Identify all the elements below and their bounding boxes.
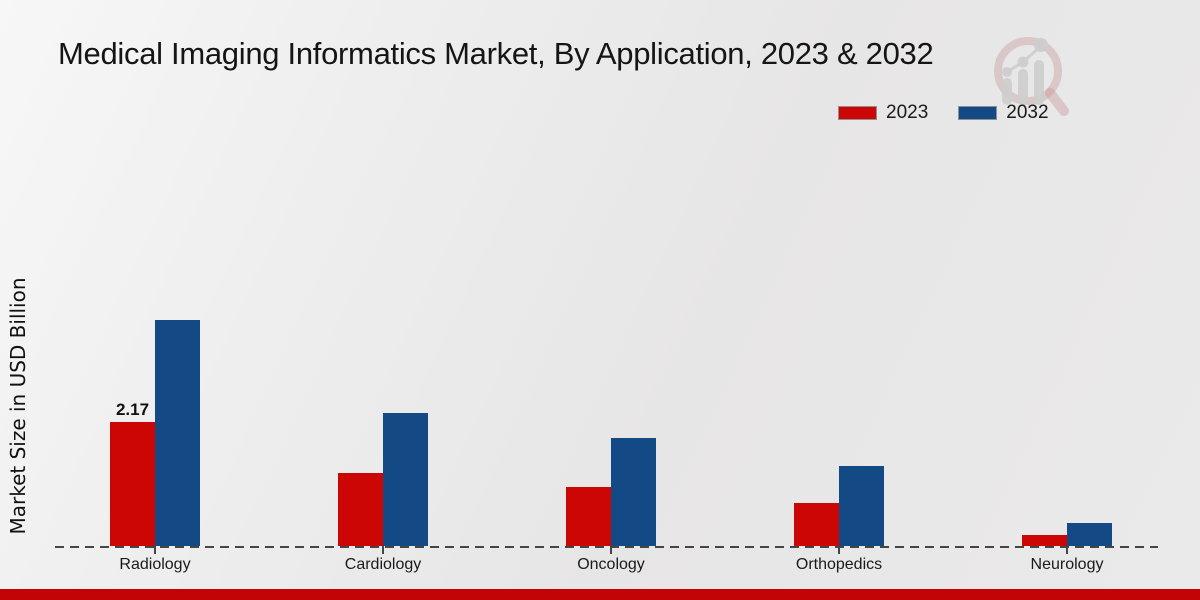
x-tick-orthopedics — [838, 546, 840, 554]
bar-2032-cardiology — [383, 413, 428, 546]
bar-2023-oncology — [566, 487, 611, 546]
category-label-cardiology: Cardiology — [344, 556, 422, 573]
bar-2023-orthopedics — [794, 503, 839, 546]
legend: 2023 2032 — [838, 103, 1049, 122]
x-tick-cardiology — [382, 546, 384, 554]
x-axis-baseline — [55, 546, 1158, 548]
bar-2032-neurology — [1067, 523, 1112, 546]
category-label-orthopedics: Orthopedics — [795, 556, 883, 573]
bar-value-label-radiology: 2.17 — [115, 400, 150, 419]
watermark-logo — [993, 28, 1077, 120]
x-tick-oncology — [610, 546, 612, 554]
bar-2032-radiology — [155, 320, 200, 546]
bar-2032-orthopedics — [839, 466, 884, 546]
magnifier-bar-chart-icon — [994, 37, 1069, 116]
legend-item-2023: 2023 — [838, 103, 928, 122]
legend-label-2023: 2023 — [886, 102, 929, 123]
legend-label-2032: 2032 — [1006, 102, 1049, 123]
bar-2023-radiology — [110, 422, 155, 546]
category-label-oncology: Oncology — [577, 556, 645, 573]
bottom-accent-strip — [0, 589, 1200, 600]
legend-swatch-2023 — [838, 105, 877, 120]
bar-2032-oncology — [611, 438, 656, 546]
x-tick-neurology — [1066, 546, 1068, 554]
bar-2023-neurology — [1022, 535, 1067, 546]
category-label-neurology: Neurology — [1030, 556, 1104, 573]
legend-swatch-2032 — [958, 105, 998, 120]
x-tick-radiology — [154, 546, 156, 554]
chart-title: Medical Imaging Informatics Market, By A… — [58, 36, 934, 71]
bar-2023-cardiology — [338, 473, 383, 546]
legend-item-2032: 2032 — [958, 102, 1049, 123]
category-label-radiology: Radiology — [119, 556, 191, 573]
